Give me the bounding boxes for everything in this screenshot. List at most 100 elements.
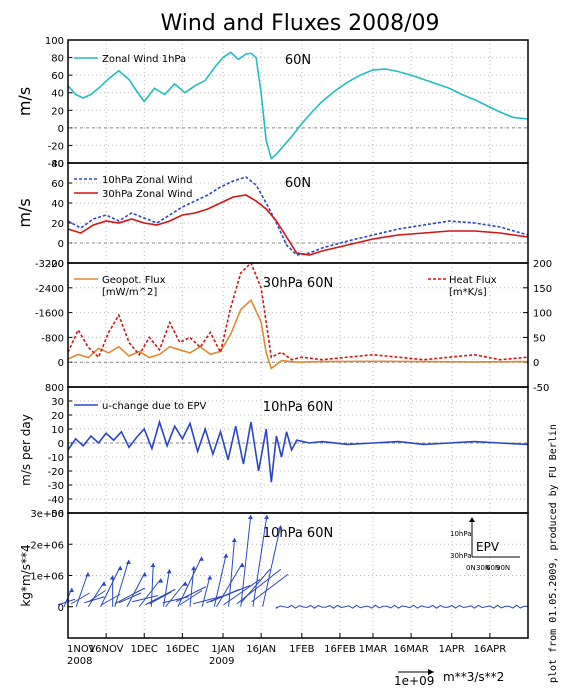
y-tick-label: -20 [48,259,64,270]
y-tick-label: -50 [48,509,64,520]
y-tick-label: -1600 [35,309,64,320]
x-year-label: 2009 [209,656,234,667]
y-tick-label: -20 [48,141,64,152]
epv-arrowhead [150,563,156,567]
x-tick-label: 1NOV [67,644,96,655]
epv-arrow [149,591,172,605]
y-tick-label-right: 0 [533,358,539,369]
epv-arrow [216,562,243,608]
epv-arrowhead [109,575,115,580]
epv-arrow [101,593,121,606]
epv-arrow [126,572,146,607]
location-label: 10hPa 60N [263,400,333,415]
y-tick-label: 100 [45,36,64,47]
epv-arrow [138,578,162,608]
epv-arrowhead [223,553,229,558]
epv-arrow [84,596,105,604]
reference-vector-value: 1e+09 [394,674,434,688]
inset-label-30hpa: 30hPa [450,552,472,560]
legend-label: 30hPa Zonal Wind [102,189,192,200]
epv-arrowhead [239,563,245,567]
epv-arrow [70,592,90,605]
y-tick-label: 80 [51,159,64,170]
epv-arrow [165,581,187,608]
y-tick-label: 800 [45,383,64,394]
y-tick-label: 2e+06 [30,540,64,551]
legend-unit: [mW/m^2] [102,287,157,298]
epv-arrow [87,581,105,608]
epv-arrow [228,537,236,607]
epv-arrow [114,587,146,605]
x-tick-label: 16NOV [89,644,124,655]
epv-arrow [57,598,76,606]
series-line [67,298,529,370]
panels: -40 -20 0 20 40 60 80 100 m/s 60N Zonal Wind 1hPa -… [15,36,552,639]
y-axis-label: m/s [15,198,34,227]
x-tick-label: 16APR [474,644,507,655]
reference-vector-arrowhead [428,669,434,675]
epv-arrow [223,578,261,606]
epv-arrow [210,588,240,603]
series-line [67,261,529,361]
series-line [67,419,529,483]
y-tick-label: 80 [51,54,64,65]
y-tick-label: 40 [51,89,64,100]
epv-arrow [100,565,121,607]
inset-label-lat: 0N [466,564,476,572]
epv-arrow [236,568,282,605]
x-tick-label: 1DEC [131,644,158,655]
y-axis-label: kg*m/s**4 [19,544,33,606]
y-tick-label: -40 [48,159,64,170]
epv-arrowhead [231,538,237,542]
location-label: 10hPa 60N [263,526,333,541]
panel-2: -20 0 20 40 60 80 m/s 60N 10hPa Zonal Wind 30hPa … [15,159,529,270]
legend-label: 10hPa Zonal Wind [102,175,192,186]
x-tick-label: 1FEB [289,644,314,655]
epv-arrowhead [182,581,188,586]
panel-5: 0 1e+06 2e+06 3e+06 kg*m/s**4 10hPa 60N 10hPa 3… [19,509,529,639]
epv-arrow [240,568,271,604]
x-year-label: 2008 [67,656,92,667]
y-axis-label: m/s per day [19,414,33,486]
series-line [67,194,529,256]
inset-label-10hpa: 10hPa [450,530,472,538]
legend-label: Geopot. Flux [102,275,166,286]
series-line [67,176,529,256]
panel-4: -50 -40 -30 -20 -10 0 10 20 30 m/s per day 10hPa 6… [19,386,529,520]
y-axis-label: m/s [15,87,34,116]
x-tick-label: 16JAN [246,644,276,655]
y-tick-label-right: -50 [533,383,549,394]
epv-arrow [118,592,142,604]
x-tick-label: 1JAN [211,644,234,655]
x-tick-label: 16FEB [324,644,356,655]
panel-frame [67,512,529,639]
legend-label: Zonal Wind 1hPa [102,54,186,65]
epv-arrow [252,514,268,607]
y-tick-label: -10 [48,453,64,464]
epv-arrow [262,525,282,607]
inset-arrowhead [469,517,475,522]
legend-unit: [m*K/s] [449,287,487,298]
y-tick-label: 1e+06 [30,572,64,583]
epv-arrowhead [247,515,253,519]
epv-trace [275,604,529,609]
epv-arrowhead [141,572,147,577]
y-tick-label-right: 50 [533,333,546,344]
epv-arrow [132,595,159,603]
y-tick-label: -30 [48,481,64,492]
y-tick-label: 30 [51,397,64,408]
y-tick-label-right: 200 [533,259,552,270]
inset-label-lat: 90N [496,564,510,572]
reference-vector-unit: m**3/s**2 [443,670,504,684]
y-tick-label: 20 [51,219,64,230]
epv-arrowhead [207,575,213,580]
epv-arrow [150,562,154,607]
y-tick-label: 20 [51,411,64,422]
y-tick-label: 60 [51,179,64,190]
epv-legend-title: EPV [476,540,500,554]
location-label: 60N [285,53,311,68]
y-tick-label: -40 [48,495,64,506]
y-tick-label: -2400 [35,284,64,295]
y-tick-label: 20 [51,106,64,117]
